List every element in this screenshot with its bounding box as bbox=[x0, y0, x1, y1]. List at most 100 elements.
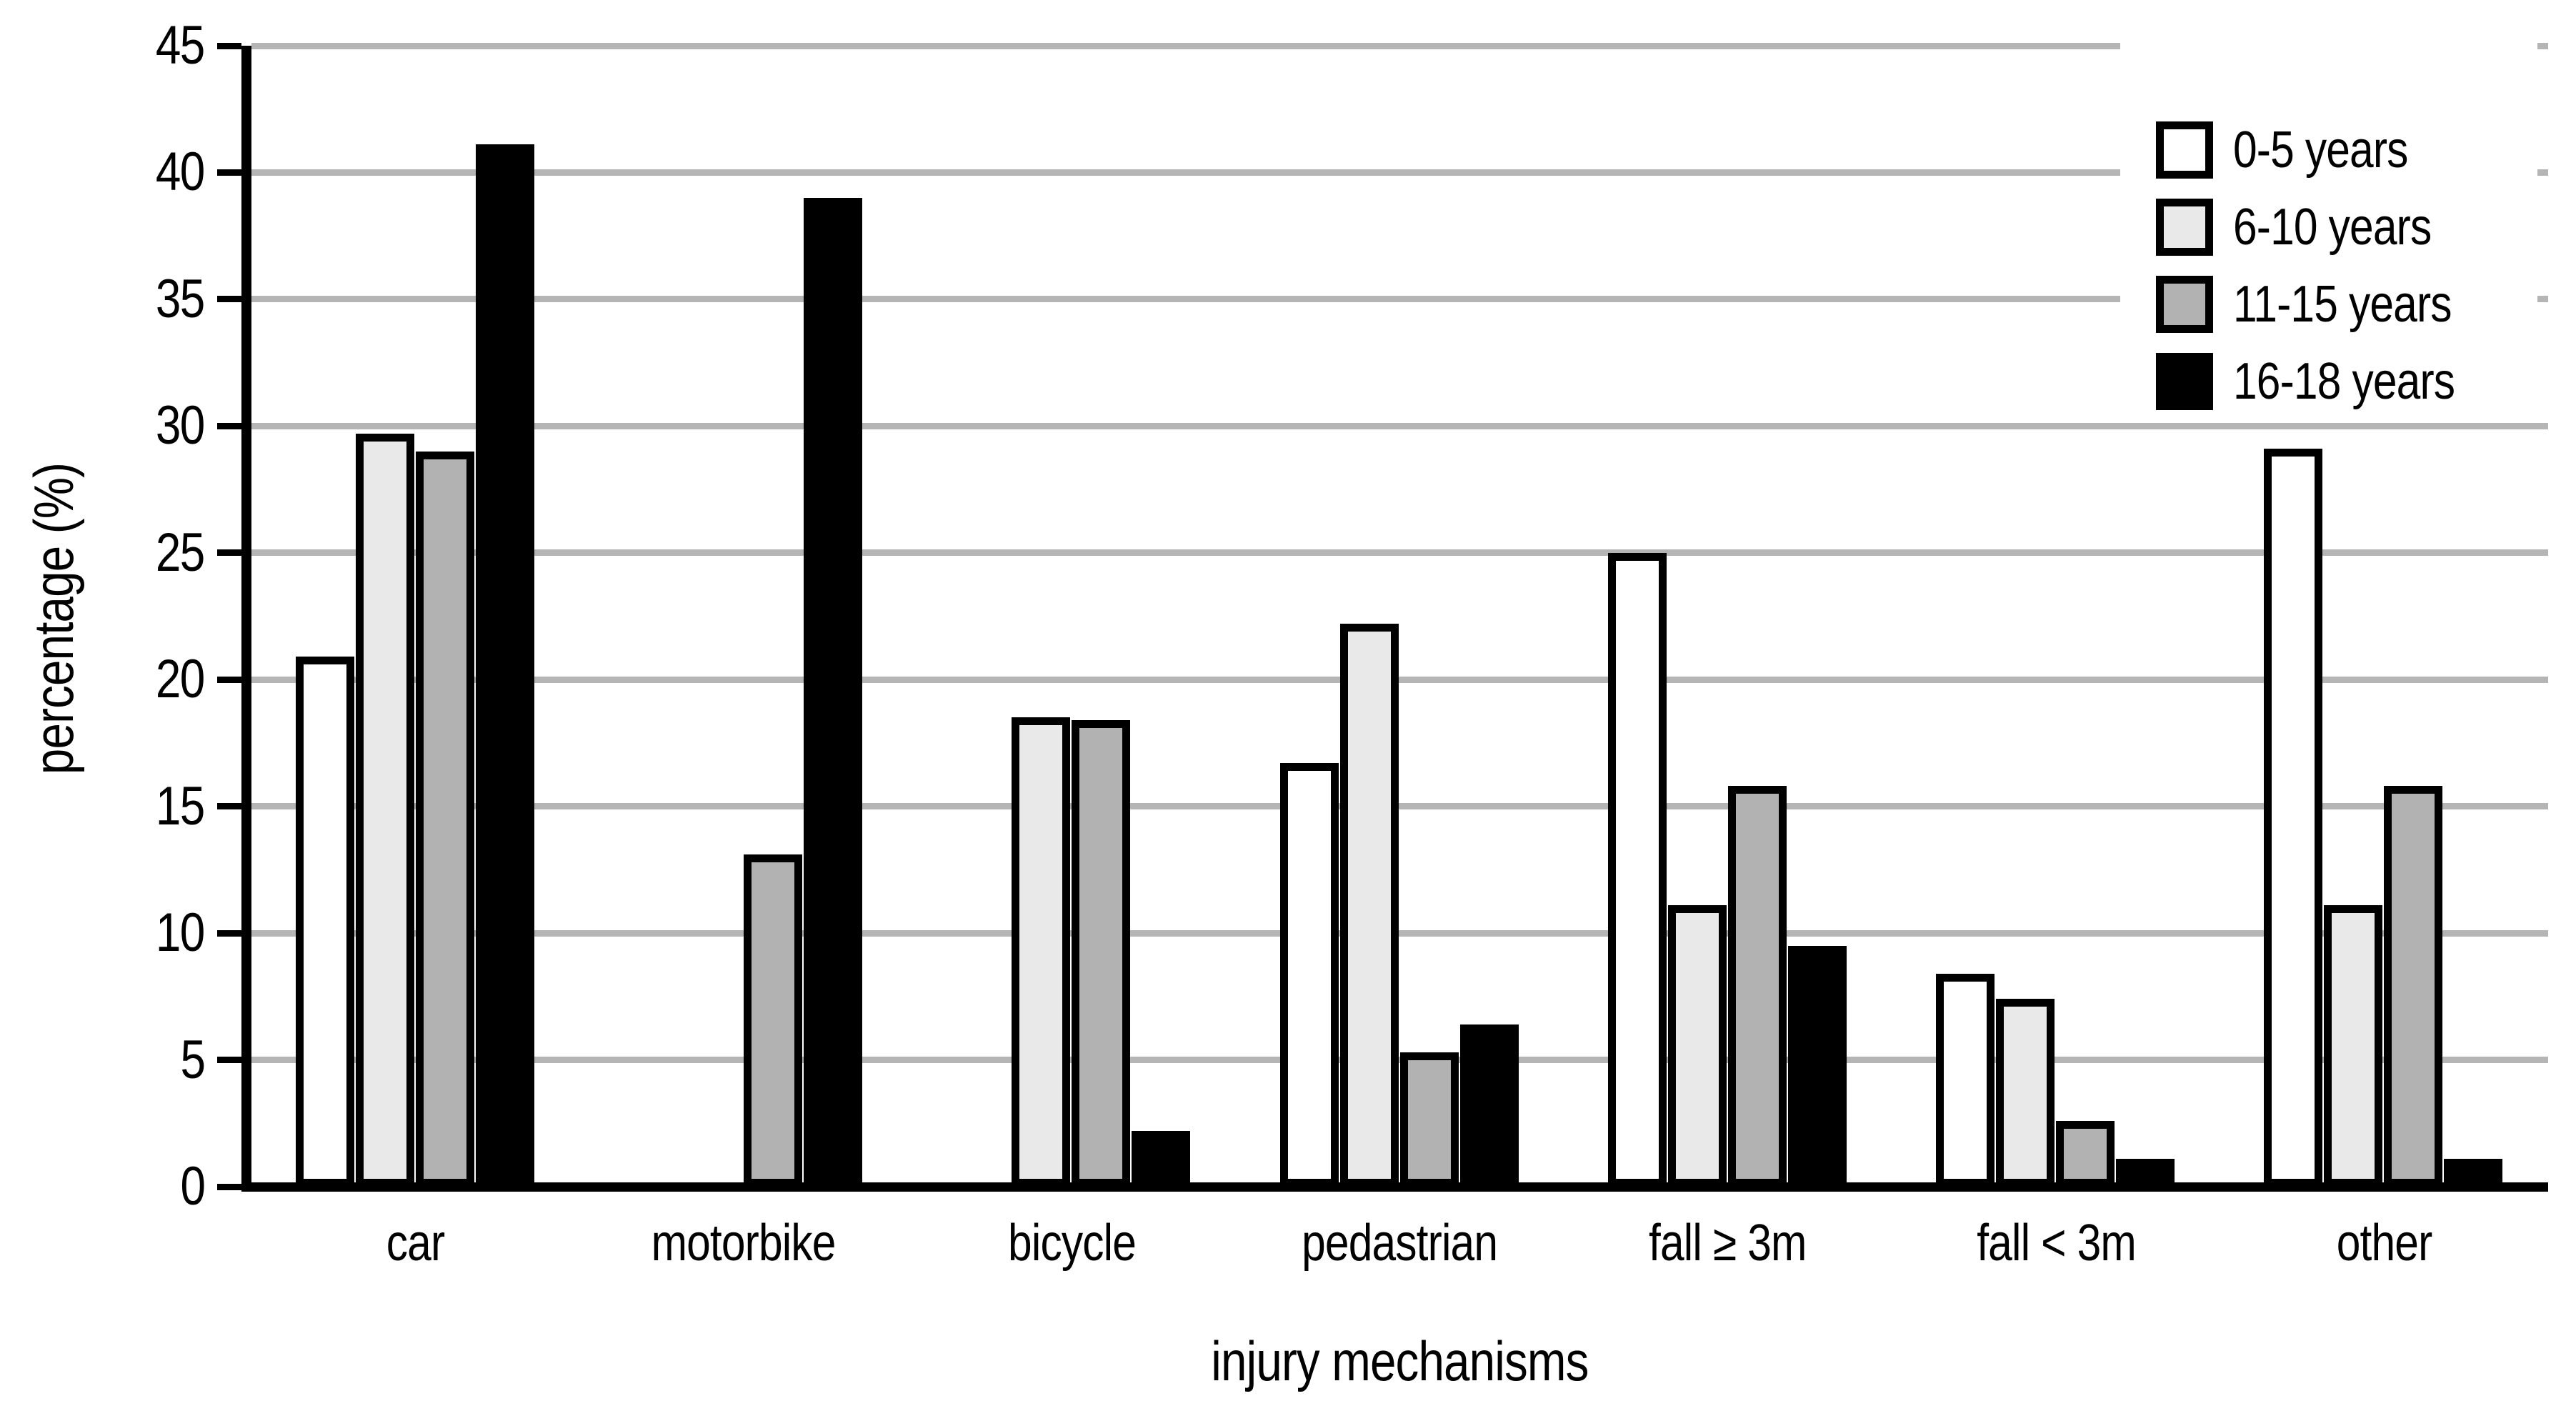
category-label-text: fall ≥ 3m bbox=[1649, 1215, 1807, 1272]
bar-pedastrian-6-10-years bbox=[1340, 624, 1399, 1187]
x-axis-title: injury mechanisms bbox=[251, 1330, 2548, 1392]
bar-bicycle-6-10-years bbox=[1012, 717, 1070, 1187]
bar-pedastrian-16-18-years bbox=[1460, 1024, 1519, 1187]
legend-row-3: 16-18 years bbox=[2156, 353, 2527, 410]
legend-label-text: 6-10 years bbox=[2233, 199, 2432, 256]
category-label-0: car bbox=[251, 1215, 579, 1272]
y-tick-label-text: 40 bbox=[156, 141, 205, 203]
legend-label-0: 0-5 years bbox=[2233, 121, 2441, 179]
bar-other-11-15-years bbox=[2384, 786, 2442, 1187]
bar-fall-3m-11-15-years bbox=[2056, 1121, 2115, 1187]
y-tick-label-35: 35 bbox=[53, 268, 205, 329]
y-tick-5 bbox=[217, 1057, 241, 1064]
y-tick-10 bbox=[217, 929, 241, 937]
gridline-15 bbox=[251, 803, 2548, 810]
bar-fall-3m-0-5-years bbox=[1608, 553, 1667, 1187]
gridline-25 bbox=[251, 549, 2548, 557]
y-tick-label-40: 40 bbox=[53, 141, 205, 203]
legend: 0-5 years 6-10 years 11-15 years 16-18 year… bbox=[2120, 26, 2537, 420]
bar-fall-3m-11-15-years bbox=[1728, 786, 1787, 1187]
category-label-text: other bbox=[2336, 1215, 2432, 1272]
gridline-45 bbox=[251, 42, 2548, 49]
gridline-5 bbox=[251, 1057, 2548, 1064]
legend-label-1: 6-10 years bbox=[2233, 199, 2469, 256]
bar-fall-3m-6-10-years bbox=[1668, 905, 1727, 1187]
bar-car-0-5-years bbox=[296, 657, 354, 1187]
y-tick-45 bbox=[217, 42, 241, 49]
bar-car-6-10-years bbox=[356, 434, 414, 1187]
legend-row-2: 11-15 years bbox=[2156, 276, 2527, 333]
category-label-2: bicycle bbox=[908, 1215, 1236, 1272]
legend-row-0: 0-5 years bbox=[2156, 121, 2527, 179]
legend-label-3: 16-18 years bbox=[2233, 353, 2497, 410]
y-tick-label-text: 0 bbox=[180, 1156, 206, 1217]
y-tick-25 bbox=[217, 549, 241, 557]
bar-car-11-15-years bbox=[416, 452, 474, 1187]
y-tick-label-text: 5 bbox=[180, 1029, 206, 1090]
bar-motorbike-16-18-years bbox=[804, 198, 862, 1187]
gridline-30 bbox=[251, 422, 2548, 429]
bar-motorbike-11-15-years bbox=[744, 854, 802, 1187]
legend-swatch-3 bbox=[2156, 353, 2213, 410]
category-label-text: car bbox=[386, 1215, 445, 1272]
y-tick-label-45: 45 bbox=[53, 15, 205, 76]
bar-fall-3m-6-10-years bbox=[1996, 999, 2055, 1187]
y-tick-label-30: 30 bbox=[53, 395, 205, 457]
y-tick-30 bbox=[217, 422, 241, 429]
legend-label-text: 0-5 years bbox=[2233, 121, 2408, 179]
bar-other-6-10-years bbox=[2324, 905, 2382, 1187]
category-label-6: other bbox=[2220, 1215, 2548, 1272]
bar-car-16-18-years bbox=[476, 144, 534, 1187]
category-label-1: motorbike bbox=[579, 1215, 907, 1272]
bar-pedastrian-11-15-years bbox=[1400, 1052, 1459, 1187]
category-label-4: fall ≥ 3m bbox=[1564, 1215, 1892, 1272]
x-axis-title-text: injury mechanisms bbox=[1211, 1330, 1589, 1392]
y-tick-label-25: 25 bbox=[53, 522, 205, 583]
y-tick-20 bbox=[217, 676, 241, 683]
legend-row-1: 6-10 years bbox=[2156, 199, 2527, 256]
legend-swatch-1 bbox=[2156, 199, 2213, 256]
bar-fall-3m-16-18-years bbox=[1788, 946, 1847, 1187]
y-tick-label-text: 45 bbox=[156, 15, 205, 76]
gridline-10 bbox=[251, 929, 2548, 937]
legend-label-text: 11-15 years bbox=[2233, 276, 2452, 333]
gridline-35 bbox=[251, 296, 2548, 303]
y-axis-title-text: percentage (%) bbox=[22, 462, 85, 775]
y-tick-label-10: 10 bbox=[53, 902, 205, 964]
y-tick-0 bbox=[217, 1183, 241, 1190]
y-tick-label-text: 10 bbox=[156, 902, 205, 964]
y-tick-label-text: 15 bbox=[156, 775, 205, 837]
legend-label-2: 11-15 years bbox=[2233, 276, 2493, 333]
y-tick-label-text: 30 bbox=[156, 395, 205, 457]
y-tick-label-15: 15 bbox=[53, 775, 205, 837]
category-label-5: fall < 3m bbox=[1892, 1215, 2220, 1272]
y-axis-line bbox=[241, 46, 251, 1192]
category-label-text: motorbike bbox=[651, 1215, 837, 1272]
y-tick-label-5: 5 bbox=[53, 1029, 206, 1090]
y-tick-label-text: 25 bbox=[156, 522, 205, 583]
bar-fall-3m-0-5-years bbox=[1936, 974, 1995, 1187]
bar-other-0-5-years bbox=[2264, 449, 2322, 1187]
category-label-text: bicycle bbox=[1007, 1215, 1137, 1272]
bar-other-16-18-years bbox=[2444, 1159, 2502, 1187]
category-label-text: pedastrian bbox=[1302, 1215, 1498, 1272]
legend-swatch-2 bbox=[2156, 276, 2213, 333]
category-label-3: pedastrian bbox=[1236, 1215, 1564, 1272]
legend-label-text: 16-18 years bbox=[2233, 353, 2455, 410]
legend-swatch-0 bbox=[2156, 121, 2213, 179]
bar-bicycle-16-18-years bbox=[1132, 1131, 1190, 1187]
y-tick-15 bbox=[217, 803, 241, 810]
y-tick-label-0: 0 bbox=[53, 1156, 206, 1217]
y-tick-label-20: 20 bbox=[53, 649, 205, 710]
y-tick-40 bbox=[217, 169, 241, 176]
y-tick-35 bbox=[217, 296, 241, 303]
category-label-text: fall < 3m bbox=[1976, 1215, 2137, 1272]
gridline-20 bbox=[251, 676, 2548, 683]
bar-fall-3m-16-18-years bbox=[2116, 1159, 2175, 1187]
gridline-40 bbox=[251, 169, 2548, 176]
y-tick-label-text: 20 bbox=[156, 649, 205, 710]
y-axis-title: percentage (%) bbox=[22, 391, 85, 847]
bar-pedastrian-0-5-years bbox=[1280, 763, 1339, 1187]
y-tick-label-text: 35 bbox=[156, 268, 205, 329]
